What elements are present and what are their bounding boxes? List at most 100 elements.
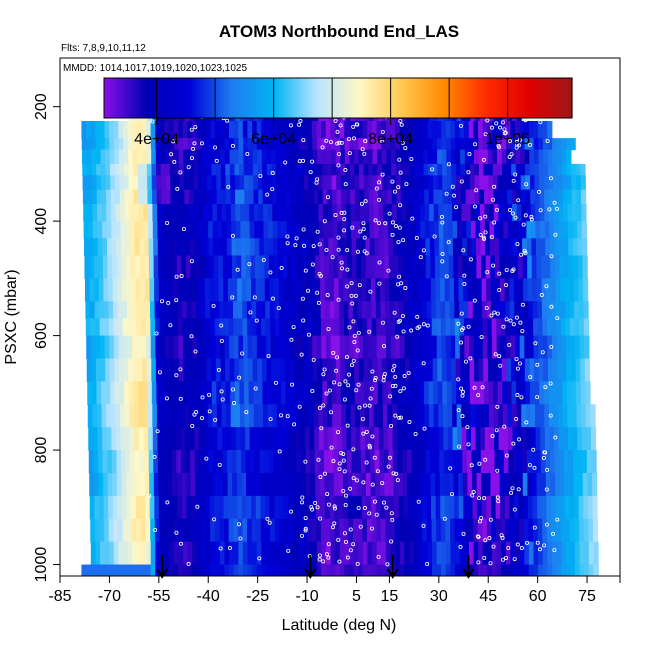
heatmap-cell bbox=[179, 381, 185, 405]
heatmap-cell bbox=[544, 221, 551, 239]
heatmap-cell bbox=[396, 381, 402, 405]
heatmap-cell bbox=[447, 427, 454, 451]
heatmap-cell bbox=[560, 318, 567, 337]
heatmap-cell bbox=[477, 518, 483, 543]
heatmap-cell bbox=[391, 175, 397, 191]
sample-point bbox=[492, 220, 497, 225]
sample-point bbox=[325, 293, 330, 298]
heatmap-cell bbox=[579, 335, 585, 360]
heatmap-cell bbox=[158, 495, 165, 520]
heatmap-cell bbox=[554, 450, 560, 474]
heatmap-cell bbox=[122, 120, 129, 139]
heatmap-cell bbox=[284, 335, 290, 360]
sample-point bbox=[230, 233, 235, 238]
heatmap-cell bbox=[469, 149, 475, 165]
heatmap-cell bbox=[336, 203, 343, 222]
heatmap-cell bbox=[224, 541, 230, 566]
heatmap-cell bbox=[141, 149, 148, 165]
heatmap-cell bbox=[256, 564, 262, 576]
heatmap-cell bbox=[454, 564, 461, 576]
heatmap-cell bbox=[361, 255, 367, 279]
heatmap-cell bbox=[577, 238, 583, 257]
heatmap-cell bbox=[383, 221, 389, 239]
heatmap-cell bbox=[118, 318, 124, 337]
heatmap-cell bbox=[432, 149, 438, 165]
heatmap-cell bbox=[111, 450, 118, 474]
heatmap-cell bbox=[404, 149, 411, 165]
heatmap-cell bbox=[501, 138, 507, 151]
heatmap-cell bbox=[519, 120, 525, 139]
heatmap-cell bbox=[550, 472, 556, 497]
heatmap-cell bbox=[510, 138, 516, 151]
heatmap-cell bbox=[327, 203, 333, 222]
heatmap-cell bbox=[496, 564, 502, 576]
heatmap-cell bbox=[115, 427, 122, 451]
sample-point bbox=[432, 234, 437, 239]
heatmap-cell bbox=[265, 564, 272, 576]
heatmap-cell bbox=[137, 358, 143, 382]
heatmap-cell bbox=[142, 189, 149, 205]
heatmap-cell bbox=[543, 358, 549, 382]
heatmap-cell bbox=[547, 149, 554, 165]
heatmap-cell bbox=[98, 278, 105, 302]
heatmap-cell bbox=[84, 255, 90, 279]
heatmap-cell bbox=[548, 175, 554, 191]
heatmap-cell bbox=[327, 404, 333, 428]
heatmap-cell bbox=[181, 472, 187, 497]
heatmap-cell bbox=[474, 175, 480, 191]
heatmap-cell bbox=[495, 495, 501, 520]
heatmap-cell bbox=[102, 450, 108, 474]
heatmap-cell bbox=[193, 381, 199, 405]
sample-point bbox=[487, 536, 492, 541]
heatmap-cell bbox=[240, 427, 246, 451]
heatmap-cell bbox=[334, 518, 340, 543]
colorbar-segment bbox=[367, 78, 371, 118]
heatmap-cell bbox=[358, 149, 364, 165]
heatmap-cell bbox=[101, 175, 107, 191]
sample-point bbox=[364, 251, 369, 256]
sample-point bbox=[349, 293, 354, 298]
heatmap-cell bbox=[216, 381, 222, 405]
heatmap-cell bbox=[193, 203, 200, 222]
heatmap-cell bbox=[464, 120, 470, 139]
sample-point bbox=[519, 546, 524, 551]
heatmap-cell bbox=[486, 278, 492, 302]
heatmap-cell bbox=[192, 120, 198, 139]
heatmap-cell bbox=[130, 238, 136, 257]
heatmap-cell bbox=[125, 427, 131, 451]
heatmap-cell bbox=[423, 381, 430, 405]
heatmap-cell bbox=[156, 381, 162, 405]
heatmap-cell bbox=[580, 189, 587, 205]
sample-point bbox=[511, 267, 516, 272]
heatmap-cell bbox=[389, 495, 395, 520]
heatmap-cell bbox=[436, 335, 442, 360]
heatmap-cell bbox=[531, 472, 538, 497]
heatmap-cell bbox=[493, 381, 499, 405]
heatmap-cell bbox=[236, 255, 242, 279]
heatmap-cell bbox=[97, 450, 104, 474]
heatmap-cell bbox=[395, 138, 401, 151]
heatmap-cell bbox=[181, 278, 188, 302]
heatmap-cell bbox=[247, 541, 253, 566]
sample-point bbox=[347, 372, 352, 377]
heatmap-cell bbox=[440, 301, 446, 320]
heatmap-cell bbox=[93, 450, 99, 474]
heatmap-cell bbox=[347, 255, 353, 279]
heatmap-cell bbox=[436, 318, 442, 337]
heatmap-cell bbox=[487, 358, 494, 382]
sample-point bbox=[527, 463, 532, 468]
heatmap-cell bbox=[302, 335, 309, 360]
colorbar-segment bbox=[393, 78, 398, 118]
heatmap-cell bbox=[401, 203, 407, 222]
heatmap-cell bbox=[484, 404, 490, 428]
heatmap-cell bbox=[341, 427, 348, 451]
sample-point bbox=[466, 170, 471, 175]
heatmap-cell bbox=[90, 541, 96, 566]
heatmap-cell bbox=[368, 358, 374, 382]
sample-point bbox=[400, 140, 405, 145]
heatmap-cell bbox=[358, 564, 364, 576]
heatmap-cell bbox=[194, 238, 200, 257]
heatmap-cell bbox=[420, 221, 426, 239]
heatmap-cell bbox=[417, 301, 423, 320]
heatmap-cell bbox=[312, 138, 318, 151]
